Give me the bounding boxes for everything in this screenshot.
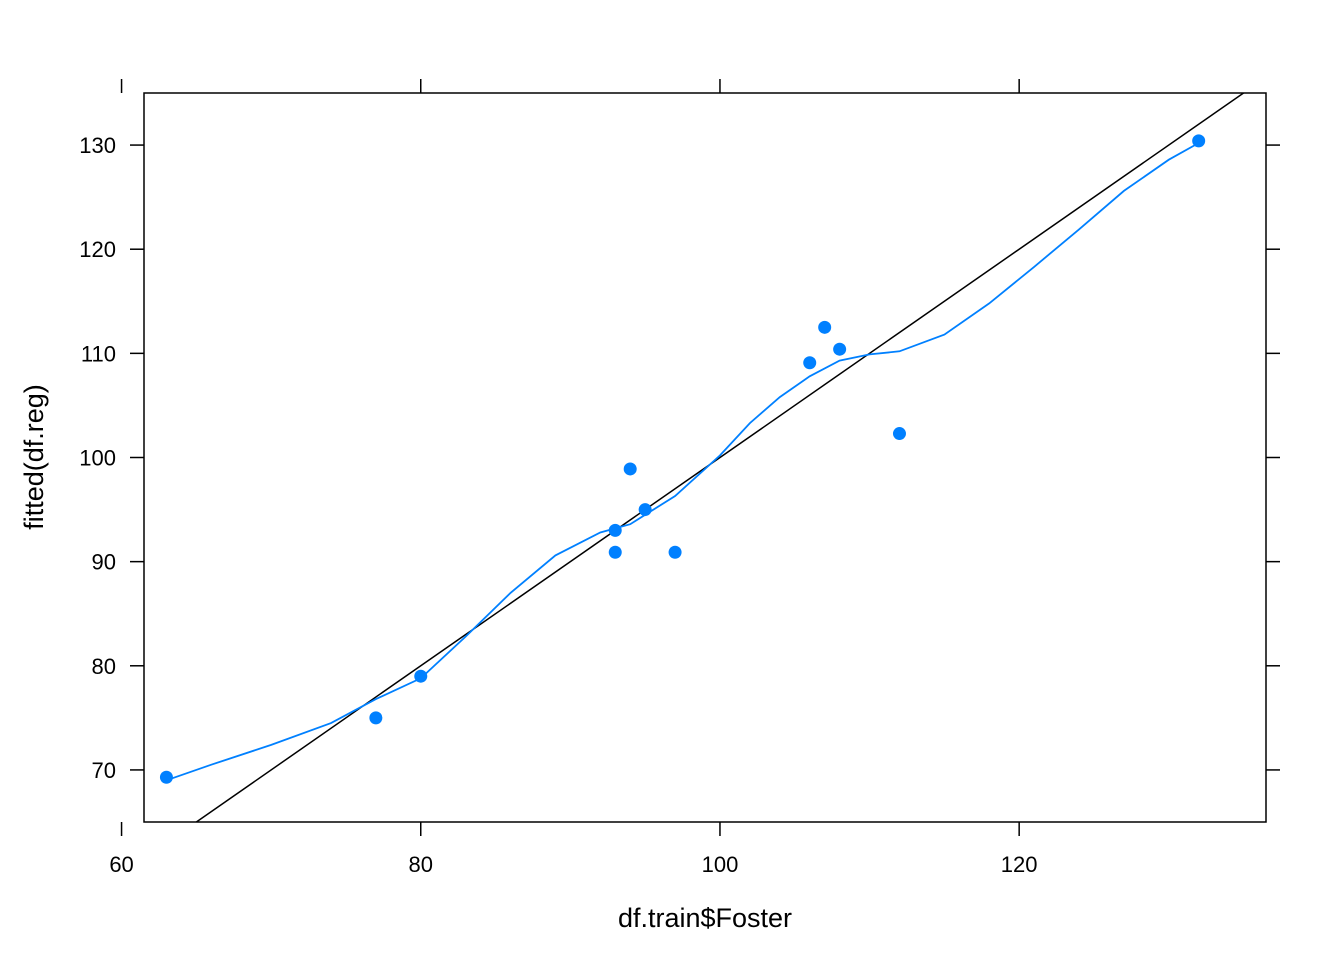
data-point [668, 545, 682, 559]
y-tick-label: 110 [81, 341, 116, 366]
y-tick-label: 90 [92, 550, 116, 575]
data-point [608, 523, 622, 537]
y-tick-label: 120 [79, 237, 116, 262]
x-tick-label: 120 [1001, 852, 1038, 877]
x-tick-label: 60 [109, 852, 133, 877]
x-axis-title: df.train$Foster [618, 903, 792, 933]
data-point [623, 462, 637, 476]
y-tick-label: 100 [79, 446, 116, 471]
plot-region [159, 93, 1245, 822]
data-point [638, 503, 652, 517]
y-tick-label: 130 [79, 133, 116, 158]
data-point [833, 342, 847, 356]
y-tick-label: 80 [92, 654, 116, 679]
smooth-curve [166, 142, 1200, 782]
data-point [369, 711, 383, 725]
data-points [159, 134, 1206, 784]
data-point [414, 669, 428, 683]
data-point [892, 427, 906, 441]
x-tick-label: 100 [702, 852, 739, 877]
data-point [159, 770, 173, 784]
data-point [803, 356, 817, 370]
y-tick-label: 70 [92, 758, 116, 783]
data-point [818, 320, 832, 334]
tick-labels: 60 80 100 120 70 80 90 100 110 120 130 [79, 133, 1037, 877]
data-point [608, 545, 622, 559]
y-axis-title: fitted(df.reg) [19, 384, 49, 530]
x-tick-label: 80 [409, 852, 433, 877]
data-point [1192, 134, 1206, 148]
panel-border [143, 92, 1267, 823]
axis-ticks [120, 79, 1280, 836]
